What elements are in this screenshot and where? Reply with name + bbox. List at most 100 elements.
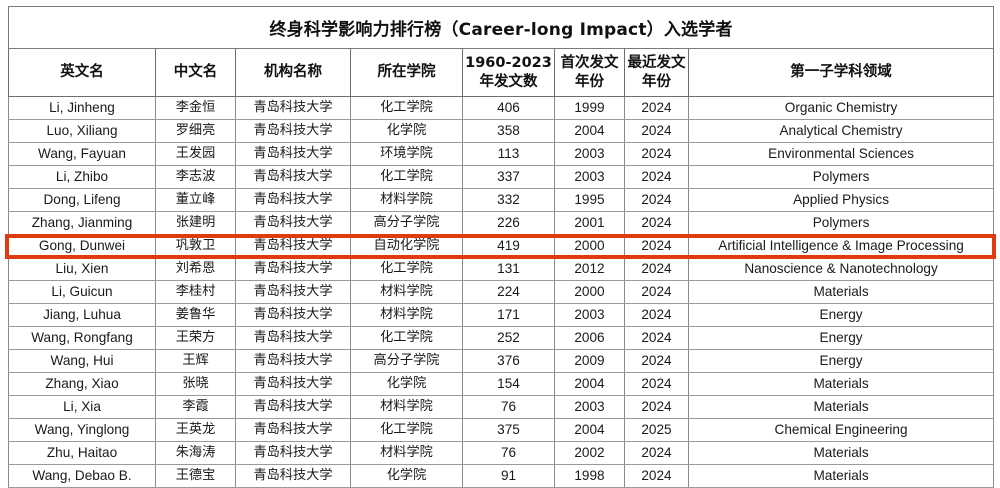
cell-organization: 青岛科技大学 <box>235 326 351 350</box>
column-header-organization[interactable]: 机构名称 <box>235 48 351 97</box>
ranking-table-container: 终身科学影响力排行榜（Career-long Impact）入选学者 英文名 中… <box>7 6 995 488</box>
column-header-first-year[interactable]: 首次发文 年份 <box>554 48 625 97</box>
cell-last-publication-year: 2024 <box>624 372 689 396</box>
cell-publication-count: 419 <box>462 234 555 258</box>
cell-subject-field: Chemical Engineering <box>687 418 995 442</box>
table-row[interactable]: Li, Jinheng 李金恒 青岛科技大学 化工学院 406 1999 2024 Organ… <box>8 96 995 120</box>
table-row[interactable]: Li, Zhibo 李志波 青岛科技大学 化工学院 337 2003 2024 Polymer… <box>8 165 995 189</box>
cell-last-publication-year: 2024 <box>624 119 689 143</box>
column-header-last-year-line2: 年份 <box>642 73 671 90</box>
cell-last-publication-year: 2024 <box>624 188 689 212</box>
table-row[interactable]: Zhang, Xiao 张晓 青岛科技大学 化学院 154 2004 2024 Materia… <box>8 372 995 396</box>
cell-college: 材料学院 <box>350 395 463 419</box>
cell-publication-count: 76 <box>462 395 555 419</box>
cell-english-name: Gong, Dunwei <box>8 234 156 258</box>
cell-last-publication-year: 2024 <box>624 257 689 281</box>
column-header-english-name[interactable]: 英文名 <box>8 48 156 97</box>
cell-subject-field: Energy <box>687 303 995 327</box>
cell-subject-field: Polymers <box>687 165 995 189</box>
table-row[interactable]: Dong, Lifeng 董立峰 青岛科技大学 材料学院 332 1995 2024 Appl… <box>8 188 995 212</box>
column-header-last-year-line1: 最近发文 <box>627 55 686 72</box>
cell-college: 材料学院 <box>350 280 463 304</box>
cell-first-publication-year: 2004 <box>554 372 625 396</box>
cell-english-name: Li, Jinheng <box>8 96 156 120</box>
cell-last-publication-year: 2025 <box>624 418 689 442</box>
cell-chinese-name: 李桂村 <box>155 280 236 304</box>
cell-organization: 青岛科技大学 <box>235 211 351 235</box>
table-row[interactable]: Zhu, Haitao 朱海涛 青岛科技大学 材料学院 76 2002 2024 Materi… <box>8 441 995 465</box>
cell-first-publication-year: 2003 <box>554 395 625 419</box>
cell-chinese-name: 张晓 <box>155 372 236 396</box>
table-row[interactable]: Liu, Xien 刘希恩 青岛科技大学 化工学院 131 2012 2024 Nanosci… <box>8 257 995 281</box>
cell-first-publication-year: 2003 <box>554 142 625 166</box>
table-row[interactable]: Li, Guicun 李桂村 青岛科技大学 材料学院 224 2000 2024 Materi… <box>8 280 995 304</box>
cell-last-publication-year: 2024 <box>624 280 689 304</box>
table-row[interactable]: Wang, Yinglong 王英龙 青岛科技大学 化工学院 375 2004 2025 Ch… <box>8 418 995 442</box>
cell-first-publication-year: 1995 <box>554 188 625 212</box>
cell-english-name: Wang, Debao B. <box>8 464 156 488</box>
cell-publication-count: 224 <box>462 280 555 304</box>
cell-english-name: Wang, Yinglong <box>8 418 156 442</box>
cell-english-name: Zhang, Xiao <box>8 372 156 396</box>
table-row[interactable]: Luo, Xiliang 罗细亮 青岛科技大学 化学院 358 2004 2024 Analy… <box>8 119 995 143</box>
cell-publication-count: 171 <box>462 303 555 327</box>
cell-subject-field: Materials <box>687 464 995 488</box>
column-header-last-year[interactable]: 最近发文 年份 <box>624 48 689 97</box>
cell-organization: 青岛科技大学 <box>235 280 351 304</box>
table-row[interactable]: Gong, Dunwei 巩敦卫 青岛科技大学 自动化学院 419 2000 2024 Art… <box>8 234 995 258</box>
table-row[interactable]: Wang, Debao B. 王德宝 青岛科技大学 化学院 91 1998 2024 Mate… <box>8 464 995 488</box>
cell-first-publication-year: 2002 <box>554 441 625 465</box>
cell-subject-field: Organic Chemistry <box>687 96 995 120</box>
column-header-first-year-line1: 首次发文 <box>560 55 619 72</box>
cell-college: 材料学院 <box>350 188 463 212</box>
table-row[interactable]: Wang, Rongfang 王荣方 青岛科技大学 化工学院 252 2006 2024 En… <box>8 326 995 350</box>
cell-college: 高分子学院 <box>350 349 463 373</box>
cell-first-publication-year: 1998 <box>554 464 625 488</box>
cell-chinese-name: 董立峰 <box>155 188 236 212</box>
cell-first-publication-year: 2004 <box>554 119 625 143</box>
column-header-first-year-line2: 年份 <box>575 73 604 90</box>
cell-publication-count: 358 <box>462 119 555 143</box>
cell-last-publication-year: 2024 <box>624 234 689 258</box>
cell-first-publication-year: 1999 <box>554 96 625 120</box>
cell-organization: 青岛科技大学 <box>235 188 351 212</box>
table-row[interactable]: Zhang, Jianming 张建明 青岛科技大学 高分子学院 226 2001 2024… <box>8 211 995 235</box>
table-row[interactable]: Jiang, Luhua 姜鲁华 青岛科技大学 材料学院 171 2003 2024 Ener… <box>8 303 995 327</box>
cell-last-publication-year: 2024 <box>624 165 689 189</box>
column-header-publications[interactable]: 1960-2023 年发文数 <box>462 48 555 97</box>
table-body: Li, Jinheng 李金恒 青岛科技大学 化工学院 406 1999 2024 Organ… <box>8 96 995 488</box>
column-header-publications-line1: 1960-2023 <box>465 55 552 72</box>
cell-organization: 青岛科技大学 <box>235 372 351 396</box>
cell-subject-field: Materials <box>687 280 995 304</box>
cell-first-publication-year: 2012 <box>554 257 625 281</box>
column-header-publications-line2: 年发文数 <box>479 73 538 90</box>
cell-publication-count: 252 <box>462 326 555 350</box>
cell-publication-count: 154 <box>462 372 555 396</box>
cell-first-publication-year: 2006 <box>554 326 625 350</box>
column-header-subject-field[interactable]: 第一子学科领域 <box>687 48 995 97</box>
table-row[interactable]: Wang, Hui 王辉 青岛科技大学 高分子学院 376 2009 2024 Energy <box>8 349 995 373</box>
cell-organization: 青岛科技大学 <box>235 464 351 488</box>
cell-chinese-name: 王英龙 <box>155 418 236 442</box>
column-header-chinese-name[interactable]: 中文名 <box>155 48 236 97</box>
cell-organization: 青岛科技大学 <box>235 142 351 166</box>
table-row[interactable]: Wang, Fayuan 王发园 青岛科技大学 环境学院 113 2003 2024 Envi… <box>8 142 995 166</box>
ranking-table: 终身科学影响力排行榜（Career-long Impact）入选学者 英文名 中… <box>7 6 995 488</box>
cell-chinese-name: 王荣方 <box>155 326 236 350</box>
cell-first-publication-year: 2004 <box>554 418 625 442</box>
cell-first-publication-year: 2000 <box>554 280 625 304</box>
cell-organization: 青岛科技大学 <box>235 234 351 258</box>
cell-last-publication-year: 2024 <box>624 96 689 120</box>
cell-chinese-name: 姜鲁华 <box>155 303 236 327</box>
table-row[interactable]: Li, Xia 李霞 青岛科技大学 材料学院 76 2003 2024 Materials <box>8 395 995 419</box>
cell-first-publication-year: 2000 <box>554 234 625 258</box>
column-header-college[interactable]: 所在学院 <box>350 48 463 97</box>
table-header-row: 英文名 中文名 机构名称 所在学院 1960-2023 年发文数 首次发文 年份… <box>8 48 995 97</box>
cell-last-publication-year: 2024 <box>624 211 689 235</box>
cell-last-publication-year: 2024 <box>624 349 689 373</box>
cell-first-publication-year: 2003 <box>554 303 625 327</box>
cell-subject-field: Materials <box>687 372 995 396</box>
cell-college: 环境学院 <box>350 142 463 166</box>
cell-english-name: Li, Xia <box>8 395 156 419</box>
